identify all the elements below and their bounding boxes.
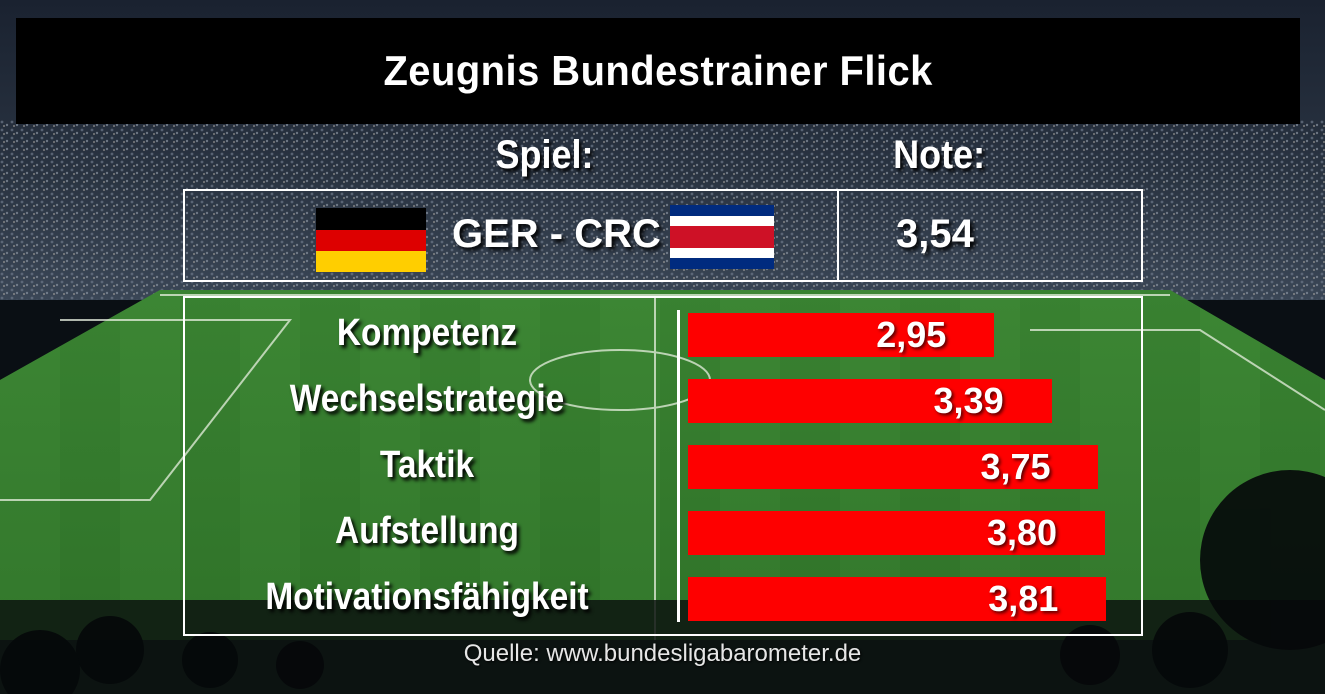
germany-flag-icon <box>316 208 426 272</box>
grade-header: Note: <box>893 133 986 177</box>
game-header: Spiel: <box>495 133 594 177</box>
source-credit: Quelle: www.bundesligabarometer.de <box>463 640 862 667</box>
title-bar: Zeugnis Bundestrainer Flick <box>16 18 1300 124</box>
bar-value-label: 3,81 <box>988 578 1059 619</box>
category-label: Taktik <box>379 444 475 486</box>
category-label: Aufstellung <box>335 510 519 552</box>
bar <box>688 379 1052 423</box>
bar-value-label: 3,80 <box>986 512 1058 553</box>
bar <box>688 577 1107 621</box>
ratings-box <box>183 296 1143 636</box>
bar-axis <box>677 310 680 622</box>
bar-value-label: 3,39 <box>933 380 1004 421</box>
grade-box <box>837 189 1143 282</box>
bar-value-label: 3,75 <box>980 446 1051 487</box>
chart-title: Zeugnis Bundestrainer Flick <box>383 47 933 94</box>
bar <box>688 511 1105 555</box>
costa-rica-flag-icon <box>670 205 774 269</box>
match-label: GER - CRC <box>452 212 661 256</box>
category-label: Kompetenz <box>336 312 518 354</box>
category-label: Wechselstrategie <box>289 378 565 420</box>
bar <box>688 313 995 357</box>
category-label: Motivationsfähigkeit <box>265 576 589 618</box>
bar-value-label: 2,95 <box>876 314 947 355</box>
match-grade: 3,54 <box>896 212 974 256</box>
bar <box>688 445 1099 489</box>
